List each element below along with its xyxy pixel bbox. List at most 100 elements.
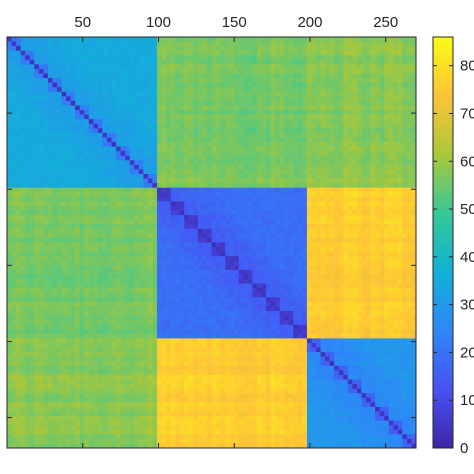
heatmap-cell [338,201,344,207]
heatmap-cell [61,64,67,70]
heatmap-cell [38,205,44,211]
heatmap-cell [70,155,76,161]
heatmap-cell [25,242,31,248]
heatmap-cell [75,119,81,125]
heatmap-cell [179,174,185,179]
heatmap-cell [388,283,394,289]
heatmap-cell [229,132,235,138]
heatmap-cell [170,215,176,221]
heatmap-cell [393,146,399,152]
heatmap-cell [66,233,72,239]
heatmap-cell [411,142,417,147]
heatmap-cell [325,201,331,207]
heatmap-cell [229,164,235,170]
heatmap-cell [229,174,235,179]
heatmap-cell [411,269,417,275]
heatmap-cell [270,205,276,211]
heatmap-cell [266,73,271,79]
heatmap-cell [156,96,162,102]
heatmap-cell [43,37,49,42]
heatmap-cell [329,256,335,262]
heatmap-cell [216,274,221,280]
heatmap-cell [393,178,399,184]
heatmap-cell [111,164,117,170]
heatmap-cell [211,114,217,120]
heatmap-cell [47,151,53,157]
heatmap-cell [225,68,231,74]
heatmap-cell [338,219,344,225]
heatmap-cell [284,91,290,97]
heatmap-cell [270,128,276,134]
heatmap-cell [16,59,22,65]
heatmap-cell [393,119,399,125]
heatmap-cell [47,224,53,230]
heatmap-cell [284,265,290,271]
heatmap-cell [184,142,190,147]
heatmap-cell [29,160,35,166]
heatmap-cell [43,164,49,170]
heatmap-cell [166,155,171,161]
heatmap-cell [402,137,408,143]
heatmap-cell [252,256,258,262]
heatmap-cell [247,242,253,248]
heatmap-cell [34,265,40,271]
heatmap-cell [61,164,67,170]
heatmap-cell [47,260,53,266]
heatmap-cell [220,196,226,202]
heatmap-cell [275,160,281,166]
heatmap-cell [129,146,135,152]
heatmap-cell [288,155,294,161]
heatmap-cell [302,46,308,52]
heatmap-cell [229,91,235,97]
heatmap-cell [125,110,131,116]
heatmap-cell [266,100,271,106]
heatmap-cell [166,160,171,166]
heatmap-cell [75,219,81,225]
heatmap-cell [225,82,231,88]
heatmap-cell [11,151,17,157]
heatmap-cell [120,260,126,266]
heatmap-cell [97,114,103,120]
heatmap-cell [284,82,290,88]
heatmap-cell [234,237,240,243]
heatmap-cell [338,128,344,134]
heatmap-cell [366,256,371,262]
heatmap-cell [197,237,203,243]
heatmap-cell [297,160,303,166]
heatmap-cell [288,110,294,116]
heatmap-cell [388,91,394,97]
heatmap-cell [225,96,231,102]
heatmap-cell [129,269,135,275]
heatmap-cell [120,41,126,47]
heatmap-cell [179,247,185,253]
heatmap-cell [325,183,331,189]
heatmap-cell [70,114,76,120]
heatmap-cell [316,155,321,161]
heatmap-cell [193,110,199,116]
heatmap-cell [352,73,358,79]
heatmap-cell [306,183,312,189]
heatmap-cell [216,164,221,170]
heatmap-cell [361,146,367,152]
heatmap-cell [370,265,376,271]
heatmap-cell [375,78,381,84]
heatmap-cell [361,242,367,248]
heatmap-cell [206,201,212,207]
heatmap-cell [411,82,417,88]
heatmap-cell [366,183,371,189]
heatmap-cell [184,119,190,125]
heatmap-cell [311,114,317,120]
heatmap-cell [43,279,49,284]
heatmap-cell [38,274,44,280]
heatmap-cell [397,169,403,175]
heatmap-cell [375,215,381,221]
heatmap-cell [84,100,90,106]
heatmap-cell [166,110,171,116]
heatmap-cell [66,201,72,207]
heatmap-cell [47,215,53,221]
heatmap-cell [393,46,399,52]
heatmap-cell [397,192,403,198]
heatmap-cell [302,37,308,42]
heatmap-cell [79,73,85,79]
heatmap-cell [370,164,376,170]
